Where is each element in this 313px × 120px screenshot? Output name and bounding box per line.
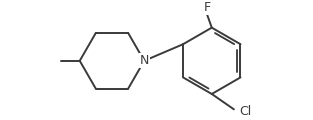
Text: Cl: Cl xyxy=(239,105,252,118)
Text: F: F xyxy=(204,1,211,14)
Text: N: N xyxy=(140,54,149,67)
